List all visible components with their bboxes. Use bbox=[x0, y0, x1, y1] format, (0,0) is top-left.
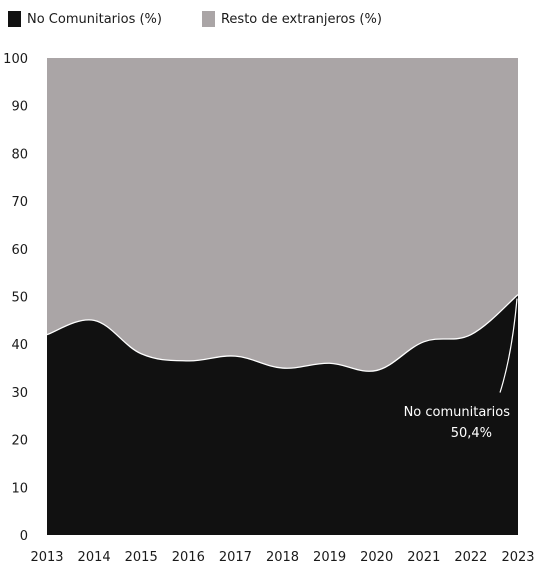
annotation-leader-line bbox=[499, 298, 518, 393]
legend-swatch-resto-extranjeros bbox=[201, 11, 215, 27]
y-tick-label: 20 bbox=[11, 434, 28, 449]
annotation-label: No comunitarios bbox=[404, 405, 511, 420]
y-tick-label: 80 bbox=[11, 147, 28, 162]
annotation-value: 50,4% bbox=[451, 426, 492, 441]
y-tick-label: 60 bbox=[11, 243, 28, 258]
y-tick-label: 100 bbox=[3, 52, 28, 67]
y-tick-label: 70 bbox=[11, 195, 28, 210]
x-tick-label: 2022 bbox=[454, 550, 487, 565]
x-tick-label: 2018 bbox=[266, 550, 299, 565]
x-tick-label: 2020 bbox=[360, 550, 393, 565]
legend-swatch-no-comunitarios bbox=[8, 11, 21, 27]
y-tick-label: 0 bbox=[20, 529, 28, 544]
y-tick-label: 10 bbox=[11, 481, 28, 496]
legend-label-no-comunitarios: No Comunitarios (%) bbox=[27, 11, 162, 27]
area-no-comunitarios bbox=[47, 294, 518, 535]
x-tick-label: 2017 bbox=[219, 550, 252, 565]
legend-item-resto-extranjeros: Resto de extranjeros (%) bbox=[201, 11, 382, 27]
y-tick-label: 50 bbox=[11, 291, 28, 306]
legend-label-resto-extranjeros: Resto de extranjeros (%) bbox=[220, 11, 382, 27]
x-tick-label: 2021 bbox=[407, 550, 440, 565]
legend: No Comunitarios (%) Resto de extranjeros… bbox=[8, 8, 422, 30]
x-tick-label: 2023 bbox=[501, 550, 534, 565]
x-tick-label: 2019 bbox=[313, 550, 346, 565]
x-tick-label: 2015 bbox=[125, 550, 158, 565]
x-tick-label: 2014 bbox=[78, 550, 111, 565]
y-tick-label: 40 bbox=[11, 338, 28, 353]
x-tick-label: 2016 bbox=[172, 550, 205, 565]
series-boundary-line bbox=[46, 294, 519, 372]
x-tick-label: 2013 bbox=[30, 550, 63, 565]
legend-item-no-comunitarios: No Comunitarios (%) bbox=[8, 11, 162, 27]
y-tick-label: 30 bbox=[11, 386, 28, 401]
y-tick-label: 90 bbox=[11, 100, 28, 115]
